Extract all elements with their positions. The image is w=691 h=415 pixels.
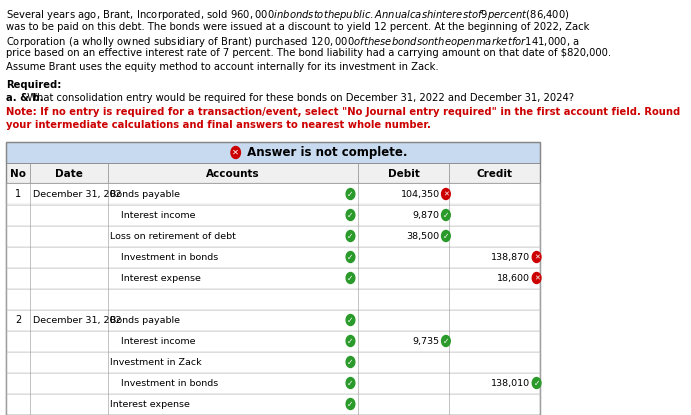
Text: Loss on retirement of debt: Loss on retirement of debt	[110, 232, 236, 241]
Text: 2: 2	[15, 315, 21, 325]
Bar	[6, 183, 540, 205]
Circle shape	[442, 210, 451, 220]
Text: 9,870: 9,870	[413, 210, 439, 220]
Text: a. & b.: a. & b.	[6, 93, 44, 103]
Text: ✕: ✕	[232, 148, 239, 157]
Text: 138,870: 138,870	[491, 252, 530, 261]
Bar	[6, 225, 540, 247]
Text: ✓: ✓	[348, 273, 354, 283]
Circle shape	[442, 335, 451, 347]
Circle shape	[532, 251, 541, 263]
Text: Answer is not complete.: Answer is not complete.	[243, 146, 407, 159]
Text: ✓: ✓	[348, 337, 354, 346]
Bar	[6, 352, 540, 373]
Text: ✕: ✕	[533, 254, 540, 260]
Text: ✓: ✓	[443, 210, 449, 220]
Text: ✓: ✓	[348, 378, 354, 388]
Circle shape	[532, 273, 541, 283]
Bar	[6, 205, 540, 225]
Text: ✓: ✓	[348, 400, 354, 408]
Text: ✕: ✕	[443, 191, 449, 197]
Circle shape	[346, 335, 355, 347]
Text: No: No	[10, 168, 26, 178]
Text: Investment in bonds: Investment in bonds	[121, 378, 218, 388]
Text: Several years ago, Brant, Incorporated, sold $960,000 in bonds to the public. An: Several years ago, Brant, Incorporated, …	[6, 8, 570, 22]
Bar	[6, 142, 540, 415]
Circle shape	[346, 398, 355, 410]
Bar	[6, 373, 540, 393]
Text: Interest expense: Interest expense	[121, 273, 201, 283]
Text: What consolidation entry would be required for these bonds on December 31, 2022 : What consolidation entry would be requir…	[23, 93, 574, 103]
Circle shape	[346, 273, 355, 283]
Text: 104,350: 104,350	[401, 190, 439, 198]
Circle shape	[231, 146, 240, 159]
Text: ✓: ✓	[348, 252, 354, 261]
Circle shape	[346, 378, 355, 388]
Text: ✓: ✓	[443, 337, 449, 346]
Bar	[6, 330, 540, 352]
Text: Date: Date	[55, 168, 83, 178]
Circle shape	[442, 188, 451, 200]
Text: Credit: Credit	[476, 168, 513, 178]
Text: Assume Brant uses the equity method to account internally for its investment in : Assume Brant uses the equity method to a…	[6, 62, 439, 72]
Text: Bonds payable: Bonds payable	[110, 315, 180, 325]
Bar	[6, 393, 540, 415]
Text: 18,600: 18,600	[498, 273, 530, 283]
Bar	[6, 310, 540, 330]
Text: Interest expense: Interest expense	[110, 400, 190, 408]
Text: 138,010: 138,010	[491, 378, 530, 388]
Bar	[6, 142, 540, 164]
Text: ✓: ✓	[348, 357, 354, 366]
Circle shape	[346, 230, 355, 242]
Text: your intermediate calculations and final answers to nearest whole number.: your intermediate calculations and final…	[6, 120, 431, 130]
Text: Debit: Debit	[388, 168, 419, 178]
Text: Bonds payable: Bonds payable	[110, 190, 180, 198]
Text: ✓: ✓	[348, 315, 354, 325]
Text: was to be paid on this debt. The bonds were issued at a discount to yield 12 per: was to be paid on this debt. The bonds w…	[6, 22, 589, 32]
Text: 9,735: 9,735	[413, 337, 439, 346]
Text: 38,500: 38,500	[406, 232, 439, 241]
Circle shape	[346, 210, 355, 220]
Text: ✓: ✓	[443, 232, 449, 241]
Circle shape	[346, 251, 355, 263]
Text: December 31, 202: December 31, 202	[32, 315, 121, 325]
Text: ✓: ✓	[348, 210, 354, 220]
Bar	[6, 268, 540, 288]
Text: ✓: ✓	[348, 190, 354, 198]
Text: Investment in bonds: Investment in bonds	[121, 252, 218, 261]
Text: Investment in Zack: Investment in Zack	[110, 357, 202, 366]
Text: Interest income: Interest income	[121, 210, 196, 220]
Bar	[6, 288, 540, 310]
Text: December 31, 202: December 31, 202	[32, 190, 121, 198]
Text: ✓: ✓	[348, 232, 354, 241]
Circle shape	[442, 230, 451, 242]
Circle shape	[532, 378, 541, 388]
Text: Accounts: Accounts	[206, 168, 260, 178]
Text: ✕: ✕	[533, 275, 540, 281]
Text: price based on an effective interest rate of 7 percent. The bond liability had a: price based on an effective interest rat…	[6, 49, 612, 59]
Text: Corporation (a wholly owned subsidiary of Brant) purchased $120,000 of these bon: Corporation (a wholly owned subsidiary o…	[6, 35, 580, 49]
Text: 1: 1	[15, 189, 21, 199]
Bar	[6, 247, 540, 268]
Text: Interest income: Interest income	[121, 337, 196, 346]
Text: ✓: ✓	[533, 378, 540, 388]
Circle shape	[346, 356, 355, 368]
Text: Note: If no entry is required for a transaction/event, select "No Journal entry : Note: If no entry is required for a tran…	[6, 107, 681, 117]
Circle shape	[346, 188, 355, 200]
Circle shape	[346, 315, 355, 325]
Text: Required:: Required:	[6, 80, 61, 90]
Bar	[6, 164, 540, 183]
